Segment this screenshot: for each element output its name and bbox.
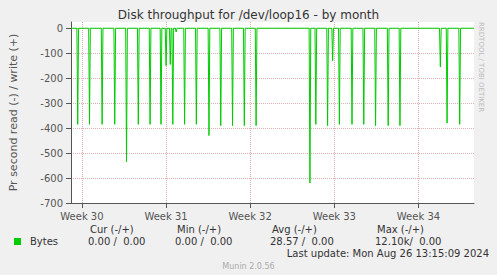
svg-text:Week 31: Week 31 <box>144 211 187 222</box>
svg-text:RRDTOOL / TOBI OETIKER: RRDTOOL / TOBI OETIKER <box>477 22 485 112</box>
svg-text:Cur (-/+): Cur (-/+) <box>90 224 134 235</box>
svg-text:Last update: Mon Aug 26 13:15:: Last update: Mon Aug 26 13:15:09 2024 <box>287 248 489 259</box>
svg-text:Disk throughput for /dev/loop1: Disk throughput for /dev/loop16 - by mon… <box>118 8 379 22</box>
svg-text:Bytes: Bytes <box>30 236 58 247</box>
svg-text:28.57 / 0.00: 28.57 / 0.00 <box>270 236 334 247</box>
svg-text:Week 34: Week 34 <box>397 211 440 222</box>
svg-text:Week 30: Week 30 <box>60 211 103 222</box>
svg-text:Avg (-/+): Avg (-/+) <box>272 224 317 235</box>
svg-text:-400: -400 <box>40 123 63 134</box>
svg-text:Min (-/+): Min (-/+) <box>177 224 221 235</box>
svg-text:12.10k/ 0.00: 12.10k/ 0.00 <box>375 236 441 247</box>
svg-text:0.00 / 0.00: 0.00 / 0.00 <box>175 236 232 247</box>
svg-text:-200: -200 <box>40 73 63 84</box>
svg-text:Munin 2.0.56: Munin 2.0.56 <box>222 262 274 271</box>
svg-text:Week 33: Week 33 <box>313 211 356 222</box>
svg-text:Week 32: Week 32 <box>229 211 272 222</box>
svg-text:-100: -100 <box>40 48 63 59</box>
svg-text:0.00 / 0.00: 0.00 / 0.00 <box>88 236 145 247</box>
svg-text:-600: -600 <box>40 173 63 184</box>
svg-text:Pr second read (-) / write (+): Pr second read (-) / write (+) <box>7 34 20 192</box>
svg-text:-500: -500 <box>40 148 63 159</box>
svg-text:-700: -700 <box>40 198 63 209</box>
svg-text:Max (-/+): Max (-/+) <box>377 224 424 235</box>
svg-text:-300: -300 <box>40 98 63 109</box>
svg-text:0: 0 <box>57 23 63 34</box>
